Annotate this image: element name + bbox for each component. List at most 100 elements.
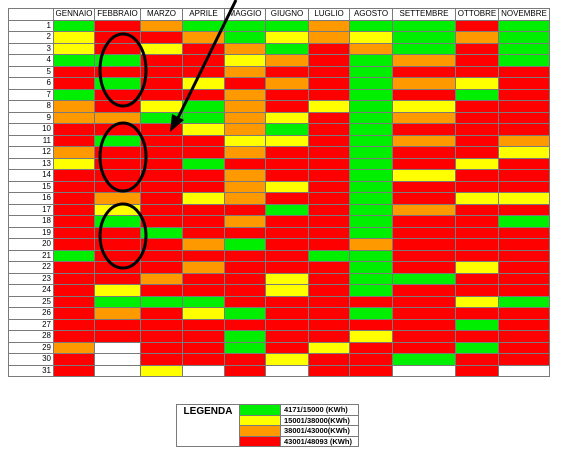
day-row: 1 (8, 19, 550, 32)
consumption-cell (53, 261, 95, 274)
consumption-cell (498, 54, 550, 67)
consumption-cell (182, 19, 225, 32)
day-number: 9 (8, 111, 54, 124)
consumption-cell (182, 272, 225, 285)
consumption-cell (53, 215, 95, 228)
consumption-cell (94, 272, 141, 285)
consumption-cell (182, 42, 225, 55)
consumption-cell (455, 65, 499, 78)
day-number: 28 (8, 330, 54, 343)
consumption-cell (224, 100, 266, 113)
consumption-cell (182, 111, 225, 124)
consumption-cell (455, 88, 499, 101)
consumption-cell (498, 169, 550, 182)
consumption-cell (224, 123, 266, 136)
consumption-cell (94, 146, 141, 159)
consumption-cell (308, 307, 350, 320)
consumption-cell (455, 123, 499, 136)
day-row: 19 (8, 226, 550, 239)
day-row: 30 (8, 353, 550, 366)
consumption-cell (308, 226, 350, 239)
consumption-cell (94, 100, 141, 113)
consumption-cell (349, 65, 393, 78)
consumption-cell (182, 169, 225, 182)
consumption-cell (182, 77, 225, 90)
consumption-cell (308, 249, 350, 262)
day-number: 12 (8, 146, 54, 159)
consumption-cell (224, 295, 266, 308)
consumption-cell (94, 192, 141, 205)
consumption-cell (53, 157, 95, 170)
month-header: AGOSTO (349, 8, 393, 21)
consumption-cell (140, 284, 183, 297)
consumption-cell (349, 295, 393, 308)
day-number: 5 (8, 65, 54, 78)
consumption-cell (349, 284, 393, 297)
consumption-cell (182, 146, 225, 159)
consumption-cell (498, 42, 550, 55)
consumption-cell (94, 226, 141, 239)
consumption-cell (94, 19, 141, 32)
day-number: 18 (8, 215, 54, 228)
consumption-cell (392, 88, 456, 101)
consumption-cell (455, 238, 499, 251)
day-number: 21 (8, 249, 54, 262)
day-number: 30 (8, 353, 54, 366)
consumption-cell (392, 307, 456, 320)
consumption-cell (349, 226, 393, 239)
consumption-cell (265, 353, 309, 366)
consumption-cell (182, 54, 225, 67)
consumption-cell (53, 284, 95, 297)
consumption-cell (94, 157, 141, 170)
consumption-cell (265, 238, 309, 251)
day-row: 28 (8, 330, 550, 343)
consumption-cell (308, 192, 350, 205)
consumption-cell (498, 249, 550, 262)
consumption-cell (224, 146, 266, 159)
consumption-cell (349, 272, 393, 285)
consumption-cell (498, 238, 550, 251)
consumption-cell (455, 353, 499, 366)
day-number: 4 (8, 54, 54, 67)
consumption-cell (455, 31, 499, 44)
consumption-cell (94, 169, 141, 182)
consumption-cell (140, 238, 183, 251)
consumption-cell (265, 88, 309, 101)
consumption-cell (392, 192, 456, 205)
consumption-cell (265, 111, 309, 124)
consumption-cell (53, 77, 95, 90)
month-header: SETTEMBRE (392, 8, 456, 21)
consumption-cell (224, 192, 266, 205)
consumption-cell (94, 249, 141, 262)
day-row: 24 (8, 284, 550, 297)
consumption-cell (182, 226, 225, 239)
consumption-cell (308, 272, 350, 285)
day-row: 13 (8, 157, 550, 170)
consumption-cell (349, 192, 393, 205)
consumption-cell (455, 318, 499, 331)
consumption-cell (349, 111, 393, 124)
consumption-cell (392, 77, 456, 90)
consumption-cell (224, 353, 266, 366)
consumption-cell (224, 215, 266, 228)
day-row: 22 (8, 261, 550, 274)
legend-row: 43001/48093 (KWh) (177, 435, 359, 447)
consumption-cell (94, 54, 141, 67)
consumption-cell (265, 226, 309, 239)
consumption-cell (265, 261, 309, 274)
day-row: 8 (8, 100, 550, 113)
consumption-cell (498, 353, 550, 366)
consumption-cell (182, 364, 225, 377)
consumption-cell (265, 157, 309, 170)
consumption-cell (392, 169, 456, 182)
consumption-cell (182, 284, 225, 297)
consumption-cell (392, 226, 456, 239)
day-row: 7 (8, 88, 550, 101)
consumption-cell (392, 123, 456, 136)
consumption-cell (53, 318, 95, 331)
consumption-cell (94, 42, 141, 55)
consumption-cell (182, 31, 225, 44)
consumption-cell (308, 330, 350, 343)
consumption-cell (392, 111, 456, 124)
consumption-cell (455, 249, 499, 262)
